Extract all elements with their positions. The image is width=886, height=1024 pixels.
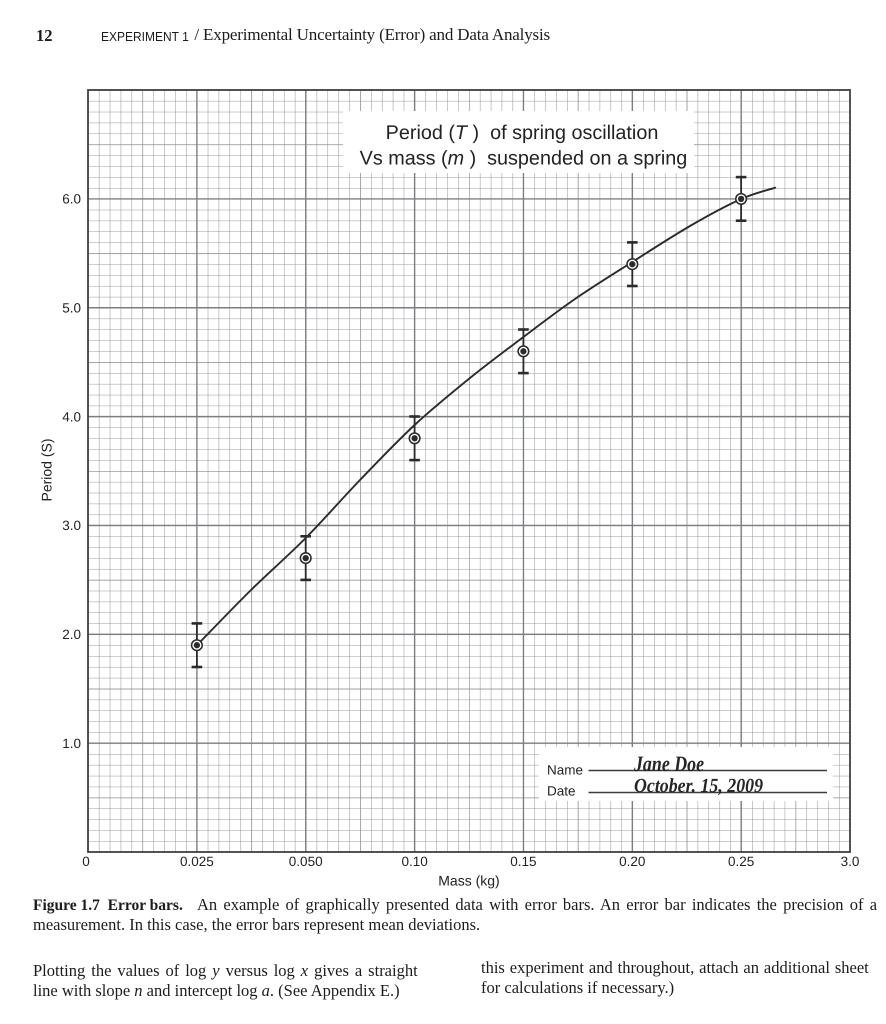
svg-text:2.0: 2.0	[62, 627, 81, 642]
svg-text:Date: Date	[547, 784, 576, 799]
svg-text:Mass (kg): Mass (kg)	[438, 873, 499, 889]
svg-text:0.050: 0.050	[289, 854, 323, 869]
svg-text:6.0: 6.0	[62, 192, 81, 207]
svg-text:0.20: 0.20	[619, 854, 645, 869]
svg-text:Jane Doe: Jane Doe	[633, 751, 704, 776]
svg-text:Period (S): Period (S)	[39, 438, 55, 501]
svg-text:3.0: 3.0	[841, 854, 860, 869]
svg-text:3.0: 3.0	[62, 518, 81, 533]
svg-text:4.0: 4.0	[62, 409, 81, 424]
svg-text:October. 15, 2009: October. 15, 2009	[634, 775, 763, 797]
svg-text:0: 0	[82, 854, 90, 869]
svg-text:Period (T ) of spring oscilla: Period (T ) of spring oscillation	[386, 122, 659, 144]
svg-text:1.0: 1.0	[62, 736, 81, 751]
svg-text:Vs mass (m ) suspended on a s: Vs mass (m ) suspended on a spring	[360, 148, 688, 170]
svg-text:0.25: 0.25	[728, 854, 754, 869]
svg-text:0.10: 0.10	[401, 854, 427, 869]
svg-text:5.0: 5.0	[62, 301, 81, 316]
svg-text:0.15: 0.15	[510, 854, 536, 869]
svg-text:0.025: 0.025	[180, 854, 214, 869]
svg-text:Name: Name	[547, 763, 583, 778]
